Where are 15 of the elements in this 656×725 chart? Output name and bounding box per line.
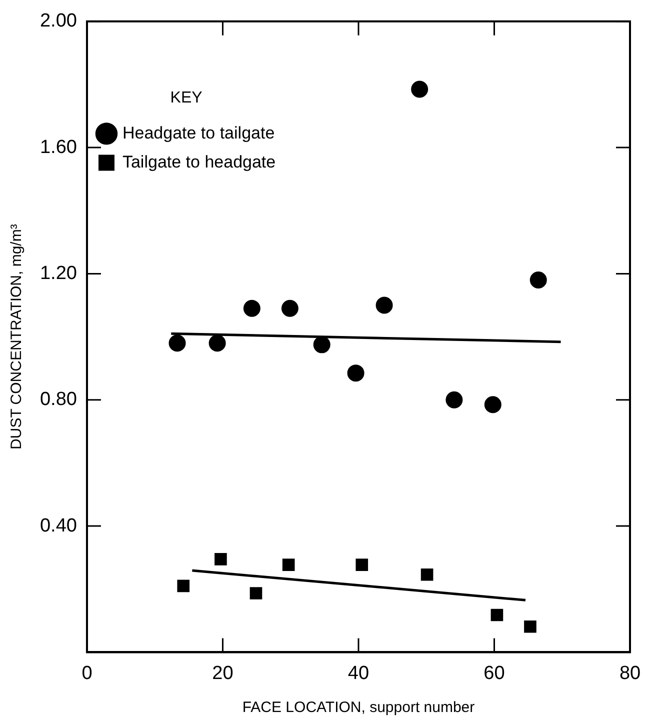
y-tick-label: 0.80 bbox=[40, 389, 77, 410]
y-tick-label: 0.40 bbox=[40, 515, 77, 536]
y-axis-title: DUST CONCENTRATION, mg/m³ bbox=[8, 224, 26, 450]
x-tick-label: 0 bbox=[82, 662, 92, 684]
x-tick-label: 20 bbox=[212, 662, 234, 684]
y-tick-label: 2.00 bbox=[40, 10, 77, 32]
y-tick-label: 1.20 bbox=[40, 262, 77, 284]
y-tick-label: 1.60 bbox=[40, 136, 77, 158]
x-tick-label: 80 bbox=[619, 662, 641, 684]
legend-label: Tailgate to headgate bbox=[122, 152, 276, 172]
x-axis-title: FACE LOCATION, support number bbox=[242, 699, 475, 716]
x-tick-label: 40 bbox=[348, 662, 370, 684]
legend-label: Headgate to tailgate bbox=[122, 123, 275, 142]
x-tick-label: 60 bbox=[484, 662, 505, 684]
legend-title: KEY bbox=[170, 89, 203, 106]
